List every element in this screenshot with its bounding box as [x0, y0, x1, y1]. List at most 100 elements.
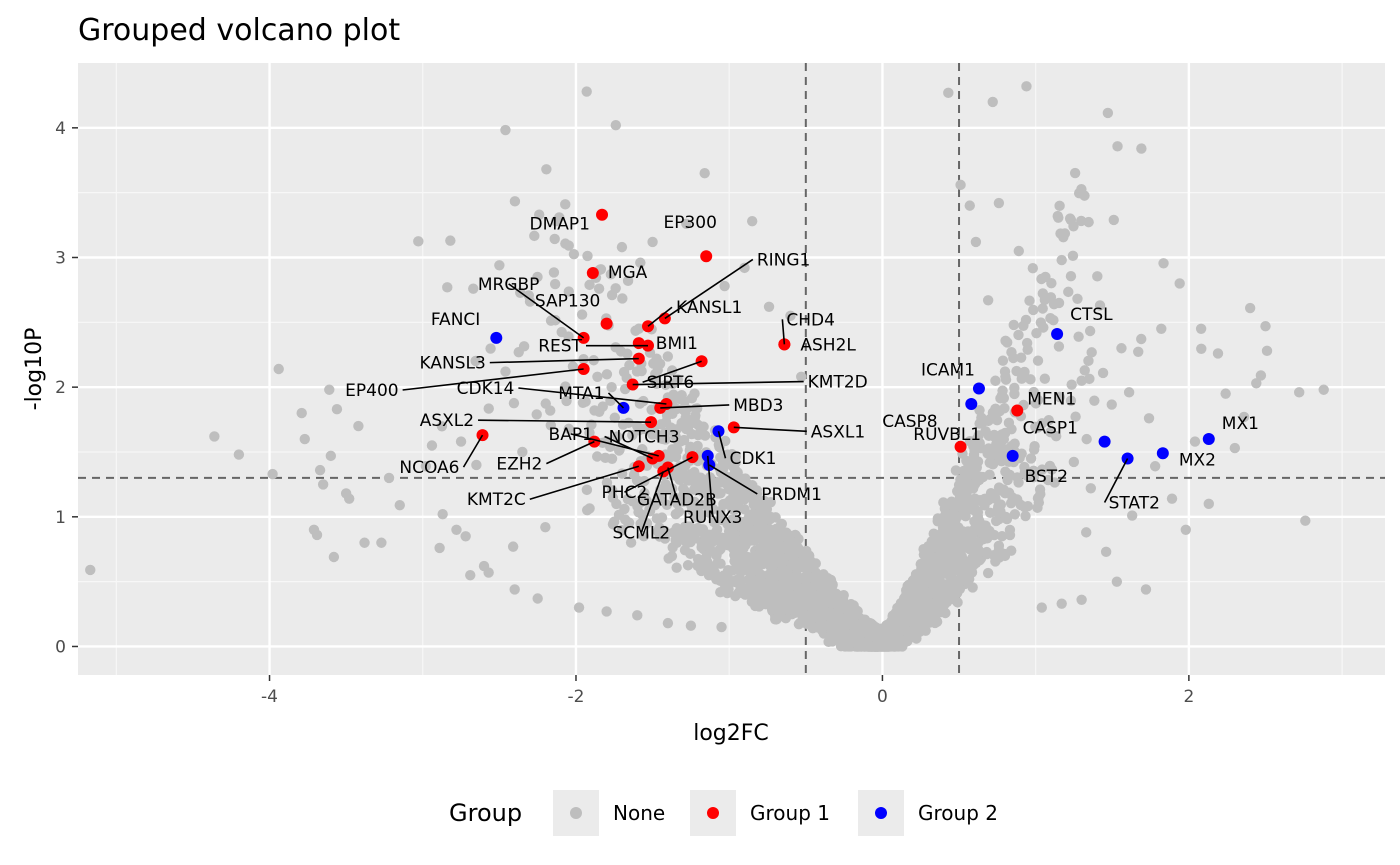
point-none	[847, 615, 858, 626]
label-ctsl: CTSL	[1070, 305, 1113, 325]
point-none	[719, 280, 730, 292]
point-none	[627, 430, 638, 441]
point-none	[627, 496, 638, 507]
point-none	[819, 620, 831, 631]
point-none	[981, 548, 993, 560]
point-none	[532, 593, 543, 604]
point-none	[1042, 474, 1054, 486]
point-mx2	[1156, 447, 1169, 460]
point-none	[971, 505, 982, 516]
point-none	[1065, 395, 1077, 406]
point-none	[1293, 387, 1305, 398]
leader-line-kansl3	[489, 357, 639, 364]
point-none	[606, 381, 617, 393]
point-none	[470, 355, 481, 367]
point-none	[494, 260, 505, 271]
point-none	[993, 540, 1005, 552]
point-none	[1140, 584, 1152, 595]
point-none	[679, 521, 691, 532]
point-none	[1028, 471, 1040, 483]
point-none	[1032, 394, 1044, 406]
label-men1: MEN1	[1027, 389, 1076, 409]
point-none	[1013, 245, 1024, 257]
point-none	[926, 556, 938, 567]
point-none	[914, 599, 925, 610]
point-none	[750, 600, 761, 612]
label-fanci: FANCI	[431, 310, 480, 330]
point-none	[897, 638, 908, 650]
point-none	[1220, 388, 1231, 399]
point-none	[785, 310, 796, 322]
leader-line-prdm1	[708, 464, 758, 495]
point-none	[651, 513, 663, 524]
label-mta1: MTA1	[558, 384, 604, 404]
point-none	[622, 348, 633, 359]
y-tick-label: 3	[55, 248, 66, 268]
point-none	[952, 542, 963, 553]
point-none	[662, 617, 674, 629]
point-none	[591, 451, 603, 462]
point-none	[1054, 200, 1065, 212]
point-none	[697, 525, 708, 537]
point-none	[633, 323, 645, 334]
point-none	[946, 556, 957, 567]
point-none	[982, 567, 994, 579]
point-none	[576, 309, 588, 320]
point-none	[317, 479, 329, 490]
point-none	[549, 278, 561, 290]
point-none	[1028, 386, 1039, 398]
point-none	[548, 267, 560, 278]
point-none	[681, 218, 692, 229]
point-casp8	[954, 440, 967, 453]
point-none	[1070, 411, 1081, 422]
point-none	[999, 550, 1011, 562]
point-none	[716, 621, 727, 633]
point-none	[906, 614, 918, 626]
point-none	[560, 381, 571, 392]
point-none	[1116, 343, 1127, 354]
point-none	[676, 417, 687, 429]
label-ring1: RING1	[757, 250, 811, 270]
point-none	[563, 423, 574, 435]
point-none	[1046, 277, 1057, 289]
point-none	[581, 504, 593, 516]
label-bst2: BST2	[1025, 467, 1068, 487]
point-none	[1016, 373, 1027, 384]
point-none	[1028, 444, 1040, 455]
point-none	[965, 529, 976, 541]
point-none	[943, 87, 954, 99]
point-none	[697, 486, 708, 498]
points-none	[85, 81, 1329, 652]
point-none	[509, 196, 521, 207]
point-none	[797, 586, 808, 597]
point-none	[997, 355, 1009, 366]
leader-line-runx3	[706, 455, 714, 517]
point-none	[646, 404, 657, 415]
point-none	[766, 604, 778, 615]
point-none	[267, 468, 278, 480]
point-none	[413, 236, 424, 247]
point-none	[625, 537, 637, 548]
point-none	[500, 366, 511, 377]
point-none	[233, 449, 245, 460]
point-none	[593, 283, 605, 294]
point-none	[974, 438, 985, 449]
point-none	[1020, 510, 1031, 522]
point-none	[1136, 143, 1147, 154]
point-none	[798, 572, 810, 583]
point-none	[932, 513, 944, 524]
point-none	[606, 485, 618, 496]
point-none	[686, 428, 697, 440]
point-none	[581, 484, 593, 496]
point-none	[1081, 433, 1092, 445]
point-none	[1133, 346, 1144, 358]
y-axis: 0 1 2 3 4	[55, 119, 78, 657]
point-none	[359, 537, 370, 548]
leader-line-cdk14	[518, 387, 667, 405]
point-none	[739, 262, 750, 274]
point-none	[754, 543, 766, 554]
point-none	[715, 488, 726, 499]
point-none	[376, 537, 387, 548]
point-none	[722, 587, 733, 599]
point-none	[1011, 365, 1022, 377]
